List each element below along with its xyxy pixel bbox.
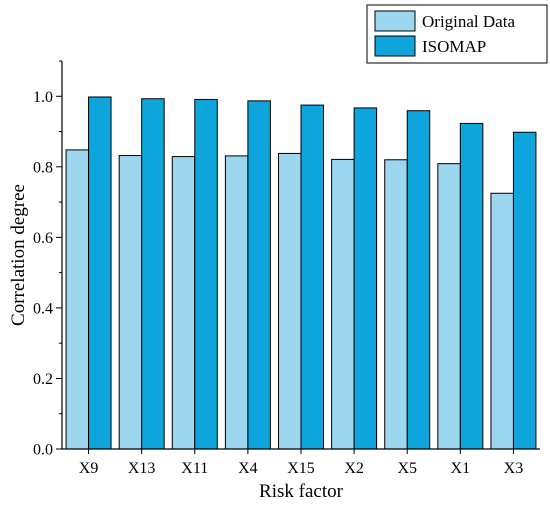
x-tick-label: X9 — [79, 460, 99, 477]
legend-swatch — [374, 10, 416, 32]
y-tick-label: 0.8 — [33, 159, 53, 176]
bar-original-data-x15 — [278, 152, 302, 450]
bar-isomap-x13 — [141, 98, 165, 450]
x-tick-label: X11 — [181, 460, 208, 477]
bar-isomap-x2 — [353, 107, 378, 450]
x-tick-label: X1 — [451, 460, 471, 477]
x-tick-label: X2 — [344, 460, 364, 477]
bar-isomap-x5 — [406, 110, 431, 450]
x-tick-label: X15 — [287, 460, 315, 477]
y-axis-title: Correlation degree — [8, 184, 29, 326]
x-tick-label: X3 — [504, 460, 524, 477]
y-tick-label: 1.0 — [33, 89, 53, 106]
bar-original-data-x11 — [171, 156, 196, 450]
bar-original-data-x9 — [65, 149, 90, 450]
y-tick-label: 0.0 — [33, 442, 53, 459]
x-axis-title: Risk factor — [259, 481, 344, 502]
x-tick-label: X13 — [128, 460, 156, 477]
x-tick-label: X4 — [238, 460, 258, 477]
bar-isomap-x3 — [512, 131, 537, 450]
ticks-layer: X9 X13 X11 X4 X15 X2 X5 X1 X3 0.0 0.2 0.4 0.6 0.8 1.0 — [33, 60, 524, 477]
bar-isomap-x4 — [247, 100, 271, 450]
legend-label: Original Data — [422, 12, 515, 31]
legend-label: ISOMAP — [422, 37, 486, 56]
legend: Original Data ISOMAP — [366, 4, 548, 64]
y-tick-label: 0.4 — [33, 300, 53, 317]
y-tick-label: 0.6 — [33, 230, 53, 247]
bar-isomap-x1 — [459, 122, 484, 450]
bar-original-data-x13 — [118, 155, 143, 450]
bar-original-data-x2 — [331, 158, 355, 450]
legend-swatch — [374, 35, 416, 57]
bar-isomap-x9 — [88, 96, 112, 450]
bar-isomap-x15 — [300, 104, 324, 450]
bar-original-data-x5 — [384, 159, 408, 450]
y-tick-label: 0.2 — [33, 371, 53, 388]
bar-isomap-x11 — [194, 98, 218, 450]
x-tick-label: X5 — [397, 460, 417, 477]
bar-original-data-x4 — [224, 155, 249, 450]
bars-layer — [65, 96, 537, 450]
bar-original-data-x3 — [490, 192, 514, 450]
bar-original-data-x1 — [437, 163, 461, 450]
